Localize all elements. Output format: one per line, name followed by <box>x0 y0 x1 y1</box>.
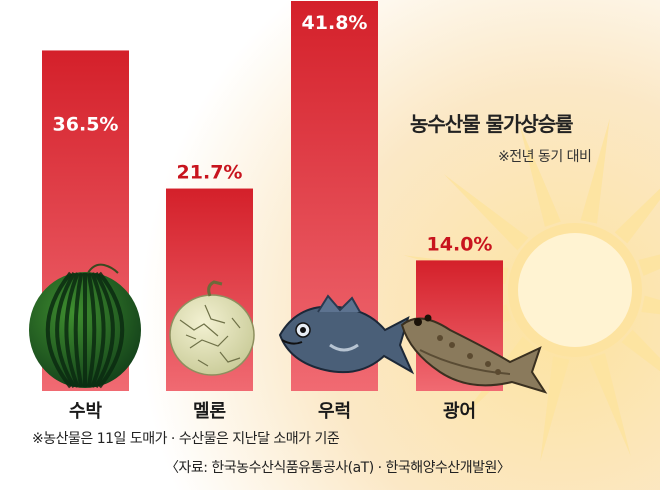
chart-subtitle: ※전년 동기 대비 <box>498 149 592 165</box>
footnote: ※농산물은 11일 도매가 · 수산물은 지난달 소매가 기준 <box>32 431 340 447</box>
value-label-3: 41.8% <box>302 12 368 34</box>
melon-icon <box>169 280 255 376</box>
value-label-1: 36.5% <box>53 113 119 135</box>
chart-title: 농수산물 물가상승률 <box>410 112 574 136</box>
category-label-2: 멜론 <box>193 401 226 422</box>
category-label-1: 수박 <box>69 401 103 422</box>
rockfish-icon <box>278 294 415 375</box>
source-note: 〈자료: 한국농수산식품유통공사(aT) · 한국해양수산개발원〉 <box>165 460 511 476</box>
watermelon-icon <box>29 263 141 389</box>
category-label-4: 광어 <box>443 401 476 422</box>
value-label-2: 21.7% <box>177 162 243 184</box>
flatfish-icon <box>400 314 548 394</box>
value-label-4: 14.0% <box>427 233 493 255</box>
category-label-3: 우럭 <box>318 401 351 422</box>
